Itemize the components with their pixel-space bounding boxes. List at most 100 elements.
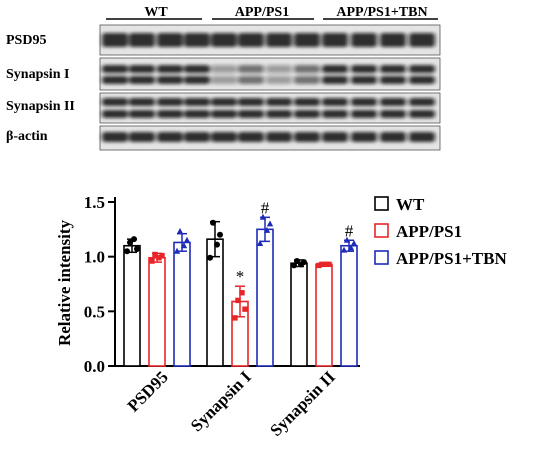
blot-band: [351, 110, 377, 118]
data-point: [235, 297, 241, 304]
data-point: [316, 262, 322, 269]
y-tick-label: 0.5: [84, 302, 105, 321]
legend-swatch: [374, 196, 389, 211]
blot-band: [294, 98, 320, 106]
blot-band: [409, 76, 435, 84]
blot-band: [211, 110, 237, 118]
blot-band: [322, 110, 348, 118]
data-point: [266, 220, 274, 227]
data-point: [350, 240, 358, 247]
legend-label: APP/PS1+TBN: [396, 249, 507, 268]
data-point: [152, 251, 158, 258]
y-axis-label: Relative intensity: [55, 219, 74, 346]
blot-band: [294, 110, 320, 118]
bar: [340, 244, 358, 367]
data-point: [176, 228, 184, 235]
blot-band: [380, 98, 406, 106]
bar: [256, 228, 274, 367]
data-point: [232, 315, 238, 321]
blot-band: [266, 132, 292, 142]
blot-band: [184, 98, 210, 106]
blot-band: [129, 132, 155, 142]
blot-band: [294, 76, 320, 84]
x-category-label: Synapsin II: [266, 367, 339, 440]
bar: [148, 256, 166, 367]
blot-band: [129, 110, 155, 118]
data-point: [326, 261, 332, 268]
blot-band: [238, 98, 264, 106]
data-point: [343, 236, 351, 243]
blot-band: [211, 76, 237, 84]
x-category-label: PSD95: [124, 367, 172, 415]
data-point: [214, 241, 220, 248]
blot-band: [157, 132, 183, 142]
blot-band: [380, 110, 406, 118]
blot-band: [184, 76, 210, 84]
data-point: [127, 239, 133, 246]
blot-band: [266, 76, 292, 84]
significance-mark: #: [345, 221, 354, 240]
data-point: [217, 231, 223, 238]
data-point: [149, 258, 155, 264]
bar: [290, 262, 308, 367]
data-point: [323, 261, 329, 268]
significance-mark: #: [261, 198, 270, 217]
data-point: [340, 246, 348, 253]
blot-band: [102, 76, 128, 84]
x-category-label: Synapsin I: [187, 367, 255, 435]
data-point: [207, 254, 213, 261]
blot-band: [266, 65, 292, 73]
data-point: [180, 242, 188, 249]
data-point: [239, 290, 245, 296]
data-point: [256, 240, 264, 247]
blot-band: [129, 33, 155, 47]
blot-band: [266, 33, 292, 47]
data-point: [124, 248, 130, 255]
blot-band: [129, 98, 155, 106]
blot-band: [322, 65, 348, 73]
blot-band: [294, 65, 320, 73]
data-point: [134, 246, 140, 253]
blot-band: [409, 65, 435, 73]
bar: [123, 244, 141, 367]
blot-strip: [99, 57, 441, 91]
blot-band: [322, 76, 348, 84]
legend: WT APP/PS1 APP/PS1+TBN: [374, 195, 507, 268]
group-label-tbn: APP/PS1+TBN: [336, 5, 427, 20]
blot-band: [409, 132, 435, 142]
data-point: [319, 261, 325, 268]
blot-row-label-psd95: PSD95: [6, 33, 46, 48]
y-tick-label: 1.0: [84, 248, 105, 267]
blot-band: [184, 132, 210, 142]
blot-band: [380, 132, 406, 142]
blot-row-label-synapsin-ii: Synapsin II: [6, 99, 75, 114]
blot-band: [211, 98, 237, 106]
blot-band: [238, 110, 264, 118]
blot-band: [102, 33, 128, 47]
blot-band: [266, 110, 292, 118]
data-point: [291, 262, 297, 269]
data-point: [301, 259, 307, 266]
data-point: [259, 213, 267, 220]
blot-band: [380, 65, 406, 73]
blot-band: [266, 98, 292, 106]
legend-swatch: [374, 250, 389, 265]
blot-band: [351, 132, 377, 142]
blot-band: [238, 132, 264, 142]
y-tick-label: 1.5: [84, 193, 105, 212]
legend-swatch: [374, 223, 389, 238]
blot-band: [322, 33, 348, 47]
blot-band: [409, 98, 435, 106]
blot-band: [409, 110, 435, 118]
blot-bands: [102, 98, 435, 118]
blot-band: [157, 65, 183, 73]
data-point: [294, 258, 300, 265]
blot-bands: [102, 132, 435, 142]
blot-row-label-synapsin-i: Synapsin I: [6, 67, 69, 82]
blot-band: [211, 132, 237, 142]
data-point: [173, 247, 181, 254]
blot-bands: [102, 65, 435, 84]
group-label-wt: WT: [144, 5, 168, 20]
blot-band: [184, 110, 210, 118]
blot-band: [322, 132, 348, 142]
